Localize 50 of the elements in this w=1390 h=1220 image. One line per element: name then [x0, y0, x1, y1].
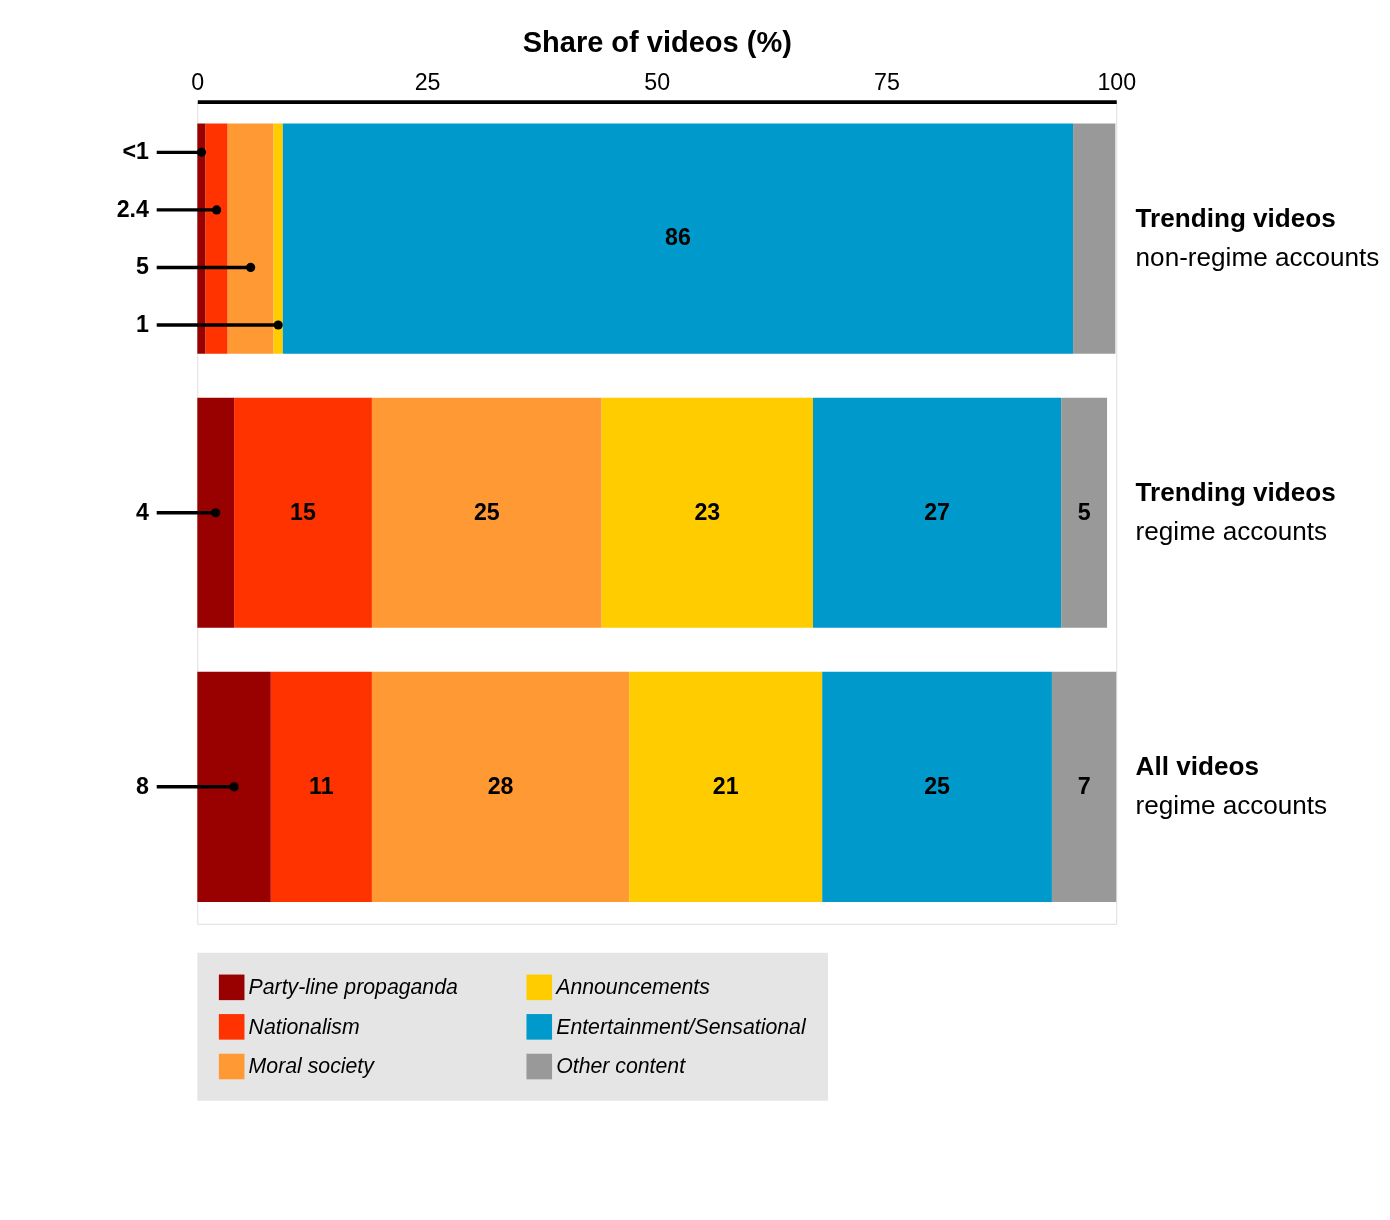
category-label: All videos regime accounts [1135, 751, 1328, 820]
bar [371, 671, 630, 902]
bar [282, 123, 1074, 354]
x-tick-label: 25 [414, 68, 441, 95]
x-tick-label: 100 [1097, 68, 1137, 95]
category-label: Trending videos regime accounts [1135, 477, 1336, 546]
data-label: 8 [136, 772, 150, 799]
bar [227, 123, 274, 354]
data-label: 11 [309, 772, 334, 799]
bar [197, 671, 271, 902]
bar [1051, 671, 1117, 902]
bar [270, 671, 372, 902]
x-tick-label: 0 [191, 68, 205, 95]
bar [601, 397, 814, 628]
bar [629, 671, 823, 902]
bar [273, 123, 283, 354]
bar [197, 123, 206, 354]
x-tick-label: 50 [644, 68, 671, 95]
data-label: 25 [473, 498, 500, 525]
bar [1073, 123, 1116, 354]
data-label: 2.4 [116, 195, 150, 222]
data-label: 86 [665, 224, 691, 251]
legend-label: Other content [556, 1054, 687, 1079]
data-label: 28 [487, 772, 514, 799]
category-label: Trending videos non-regime accounts [1135, 203, 1380, 272]
bar [813, 397, 1062, 628]
legend-label: Nationalism [248, 1014, 360, 1039]
data-label: 15 [290, 498, 316, 525]
x-axis-title: Share of videos (%) [522, 25, 792, 58]
data-label: 5 [1077, 498, 1091, 525]
data-label: 25 [924, 772, 951, 799]
bar [197, 397, 235, 628]
bar [371, 397, 602, 628]
bar [1061, 397, 1108, 628]
legend-label: Moral society [248, 1054, 376, 1079]
data-label: <1 [122, 138, 150, 165]
bar [822, 671, 1052, 902]
legend-label: Announcements [554, 975, 711, 1000]
bar [205, 123, 228, 354]
data-label: 21 [712, 772, 739, 799]
legend-label: Party-line propaganda [248, 975, 459, 1000]
data-label: 4 [136, 498, 150, 525]
data-label: 23 [694, 498, 721, 525]
x-tick-label: 75 [874, 68, 900, 95]
legend-label: Entertainment/Sensational [556, 1014, 807, 1039]
data-label: 27 [924, 498, 950, 525]
data-label: 1 [136, 310, 150, 337]
data-label: 5 [136, 253, 150, 280]
data-label: 7 [1077, 772, 1091, 799]
bar [234, 397, 372, 628]
